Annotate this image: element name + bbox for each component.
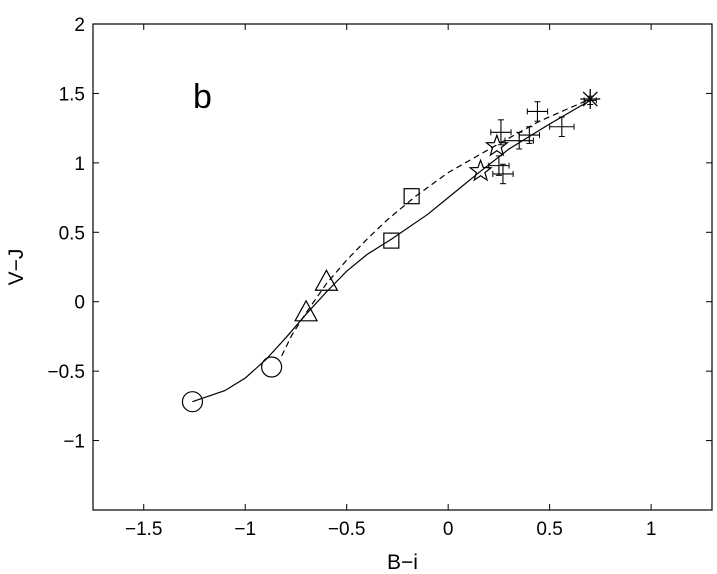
plot-content xyxy=(181,88,601,413)
y-tick-label: 1.5 xyxy=(59,84,85,105)
panel-label: b xyxy=(193,78,212,116)
star-marker xyxy=(484,133,509,157)
plot-frame xyxy=(92,23,713,511)
x-axis: −1.5 −1 −0.5 0 0.5 1 xyxy=(125,24,656,540)
y-axis-title: V−J xyxy=(5,249,28,286)
triangle-marker xyxy=(314,269,339,291)
data-point xyxy=(492,163,514,185)
y-tick-label: 2 xyxy=(74,15,85,36)
x-tick-label: −1.5 xyxy=(125,519,163,540)
y-tick-label: −0.5 xyxy=(47,362,85,383)
asterisk-stroke xyxy=(582,91,598,107)
data-point xyxy=(504,131,534,150)
y-tick-label: 0.5 xyxy=(59,223,85,244)
x-tick-label: −0.5 xyxy=(328,519,366,540)
asterisk-marker xyxy=(580,88,601,109)
circle-marker xyxy=(260,356,283,378)
data-point xyxy=(549,116,575,137)
x-tick-label: −1 xyxy=(234,519,256,540)
y-tick-label: 1 xyxy=(74,154,85,175)
data-point xyxy=(488,155,510,176)
series-line-2 xyxy=(281,98,591,357)
square-marker xyxy=(383,232,400,249)
square-marker xyxy=(403,188,420,205)
x-tick-label: 1 xyxy=(646,519,657,540)
x-tick-label: 0 xyxy=(443,519,454,540)
x-axis-title: B−i xyxy=(387,551,418,574)
y-tick-label: 0 xyxy=(74,293,85,314)
data-point xyxy=(518,126,540,144)
y-tick-label: −1 xyxy=(63,432,85,453)
triangle-marker xyxy=(294,299,319,322)
star-marker xyxy=(468,158,493,182)
data-point xyxy=(526,101,549,122)
x-tick-label: 0.5 xyxy=(536,519,562,540)
series-line-1 xyxy=(192,99,591,403)
y-axis: −1 −0.5 0 0.5 1 1.5 2 xyxy=(47,15,712,453)
data-point xyxy=(490,119,512,146)
circle-marker xyxy=(181,391,204,413)
